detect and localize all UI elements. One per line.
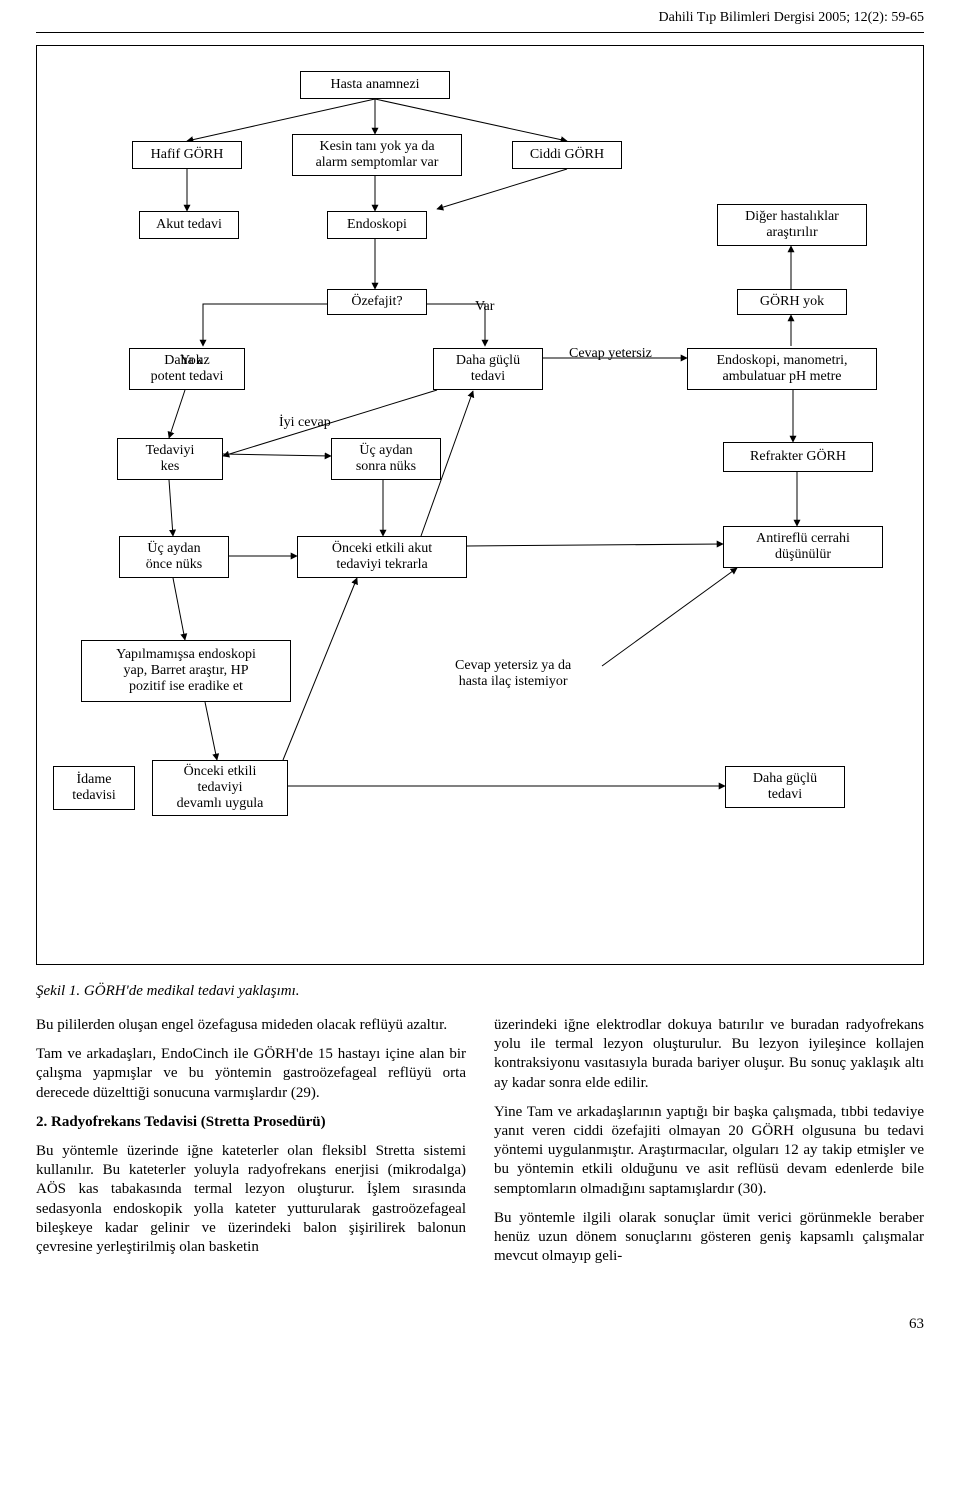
left-h2: 2. Radyofrekans Tedavisi (Stretta Prosed… <box>36 1113 466 1132</box>
node-antireflu-cerrahi: Antireflü cerrahi düşünülür <box>723 526 883 568</box>
node-gorh-yok: GÖRH yok <box>737 289 847 315</box>
node-ciddi-gorh: Ciddi GÖRH <box>512 141 622 169</box>
label-var: Var <box>475 299 494 315</box>
figure-caption: Şekil 1. GÖRH'de medikal tedavi yaklaşım… <box>36 983 924 1000</box>
node-tedaviyi-kes: Tedaviyi kes <box>117 438 223 480</box>
left-column: Bu pililerden oluşan engel özefagusa mid… <box>36 1016 466 1276</box>
left-p3: Bu yöntemle üzerinde iğne kateterler ola… <box>36 1142 466 1257</box>
node-hasta-anamnezi: Hasta anamnezi <box>300 71 450 99</box>
node-onceki-etkili-akut: Önceki etkili akut tedaviyi tekrarla <box>297 536 467 578</box>
label-yok: Yok <box>180 353 203 369</box>
node-kesin-tani: Kesin tanı yok ya da alarm semptomlar va… <box>292 134 462 176</box>
node-diger-hastalik: Diğer hastalıklar araştırılır <box>717 204 867 246</box>
right-p1: üzerindeki iğne elektrodlar dokuya batır… <box>494 1016 924 1093</box>
node-daha-guclu: Daha güçlü tedavi <box>433 348 543 390</box>
node-yapilmamis: Yapılmamışsa endoskopi yap, Barret araşt… <box>81 640 291 702</box>
flowchart-canvas: Hasta anamnezi Hafif GÖRH Kesin tanı yok y… <box>36 45 924 965</box>
node-uc-aydan-once: Üç aydan önce nüks <box>119 536 229 578</box>
node-idame-tedavisi: İdame tedavisi <box>53 766 135 810</box>
right-p2: Yine Tam ve arkadaşlarının yaptığı bir b… <box>494 1103 924 1199</box>
journal-header: Dahili Tıp Bilimleri Dergisi 2005; 12(2)… <box>0 0 960 30</box>
node-hafif-gorh: Hafif GÖRH <box>132 141 242 169</box>
label-iyi-cevap: İyi cevap <box>279 415 331 431</box>
body-columns: Bu pililerden oluşan engel özefagusa mid… <box>36 1016 924 1276</box>
left-p2: Tam ve arkadaşları, EndoCinch ile GÖRH'd… <box>36 1045 466 1103</box>
node-refrakter-gorh: Refrakter GÖRH <box>723 442 873 472</box>
label-cevap-yetersiz-yada: Cevap yetersiz ya da hasta ilaç istemiyo… <box>455 658 571 690</box>
node-onceki-etkili-tedavi: Önceki etkili tedaviyi devamlı uygula <box>152 760 288 816</box>
left-p1: Bu pililerden oluşan engel özefagusa mid… <box>36 1016 466 1035</box>
flow-edges <box>37 46 923 964</box>
node-endoskopi: Endoskopi <box>327 211 427 239</box>
node-endoskopi-manometri: Endoskopi, manometri, ambulatuar pH metr… <box>687 348 877 390</box>
node-daha-guclu2: Daha güçlü tedavi <box>725 766 845 808</box>
page-number: 63 <box>0 1316 924 1333</box>
node-uc-aydan-sonra: Üç aydan sonra nüks <box>331 438 441 480</box>
header-rule <box>36 32 924 33</box>
right-p3: Bu yöntemle ilgili olarak sonuçlar ümit … <box>494 1209 924 1267</box>
label-cevap-yetersiz: Cevap yetersiz <box>569 346 652 362</box>
right-column: üzerindeki iğne elektrodlar dokuya batır… <box>494 1016 924 1276</box>
node-ozefajit: Özefajit? <box>327 289 427 315</box>
node-akut-tedavi: Akut tedavi <box>139 211 239 239</box>
